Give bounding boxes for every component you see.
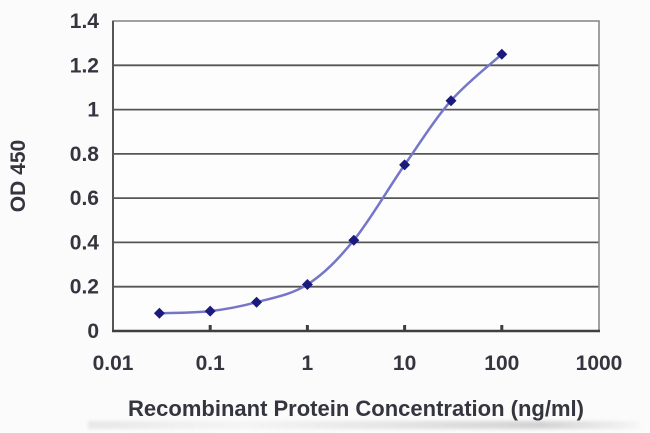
data-point-marker (399, 159, 411, 171)
y-tick-label: 0.8 (70, 143, 100, 166)
data-point-marker (445, 95, 457, 107)
y-tick-label: 1.2 (70, 54, 99, 77)
data-point-marker (153, 307, 165, 319)
x-tick-label: 100 (484, 352, 519, 375)
y-tick-label: 0.4 (70, 231, 100, 254)
y-tick-label: 1.4 (70, 10, 100, 33)
data-point-marker (496, 48, 508, 60)
plot-area (113, 21, 599, 331)
data-point-marker (204, 305, 216, 317)
x-tick-label: 10 (393, 352, 416, 375)
y-axis-title: OD 450 (7, 139, 30, 213)
data-point-marker (301, 279, 313, 290)
x-tick-label: 1000 (576, 352, 623, 375)
series-line (158, 52, 504, 315)
data-point-marker (251, 296, 263, 308)
x-tick-label: 1 (302, 352, 314, 375)
y-tick-label: 0 (87, 320, 99, 343)
y-tick-label: 0.2 (70, 276, 99, 299)
compression-artifact-band (88, 421, 640, 429)
x-axis-title: Recombinant Protein Concentration (ng/ml… (128, 396, 584, 421)
y-tick-label: 1 (87, 99, 99, 122)
x-tick-label: 0.1 (196, 352, 226, 375)
y-tick-label: 0.6 (70, 187, 99, 210)
data-point-marker (348, 234, 360, 246)
x-tick-label: 0.01 (93, 352, 134, 375)
